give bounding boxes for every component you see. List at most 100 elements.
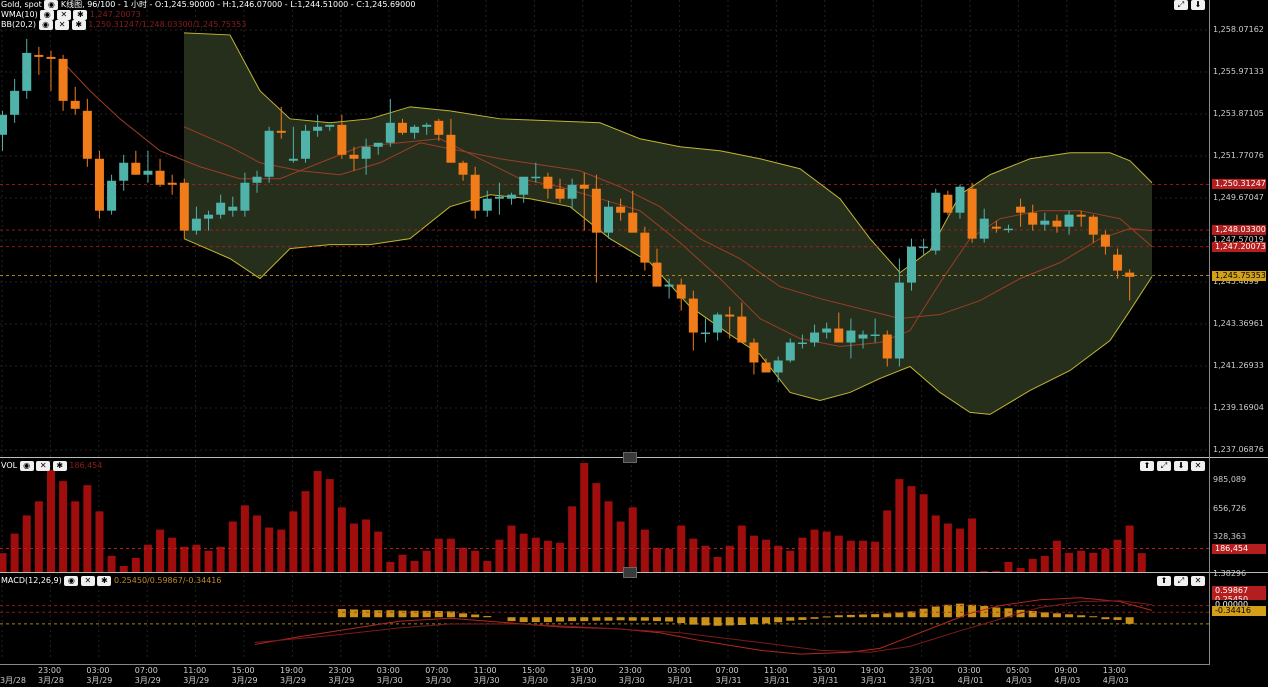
volume-bar (531, 537, 540, 572)
volume-tick-label: 985,089 (1213, 475, 1247, 484)
volume-bar (580, 462, 589, 572)
candle-body (616, 206, 626, 213)
volume-bar (337, 507, 346, 572)
close-icon[interactable]: ✕ (55, 20, 70, 30)
time-date-label: 3月/30 (570, 676, 597, 685)
time-tick-label: 23:00 (328, 666, 352, 675)
time-date-label: 3月/29 (280, 676, 306, 685)
volume-value: 186,454 (69, 461, 103, 470)
macd-histogram-bar (968, 604, 977, 618)
macd-histogram-bar (580, 617, 589, 622)
macd-histogram-bar (737, 617, 746, 625)
time-tick-label: 03:00 (667, 666, 691, 675)
volume-bar (556, 542, 565, 572)
macd-histogram-bar (677, 617, 686, 624)
macd-histogram-bar (556, 617, 565, 622)
macd-histogram-bar (422, 610, 431, 618)
drag-handle-icon[interactable] (623, 567, 637, 578)
candle-body (822, 328, 832, 333)
volume-bar (204, 550, 213, 572)
volume-bar (895, 479, 904, 572)
candle-body (264, 130, 274, 177)
volume-bar (822, 531, 831, 572)
expand-icon[interactable]: ⤢ (1174, 0, 1188, 10)
volume-bar (931, 515, 940, 572)
volume-tick-label: 328,363 (1213, 532, 1247, 541)
candle-body (482, 198, 492, 211)
time-tick-label: 15:00 (522, 666, 546, 675)
price-tick-label: 1,237.06876 (1213, 445, 1264, 454)
volume-bar (422, 550, 431, 572)
macd-histogram-bar (1089, 616, 1098, 618)
candle-body (458, 162, 468, 175)
ohlc-info: , 96/100 - 1 小时 - O:1,245.90000 - H:1,24… (82, 0, 416, 9)
macd-histogram-bar (907, 611, 916, 618)
eye-icon[interactable]: ◉ (40, 10, 55, 20)
time-tick-label: 07:00 (134, 666, 158, 675)
macd-histogram-bar (859, 614, 868, 618)
volume-bar (713, 556, 722, 572)
candle-body (531, 176, 541, 179)
candle-body (397, 122, 407, 133)
eye-icon[interactable]: ◉ (19, 461, 34, 471)
eye-icon[interactable]: ◉ (44, 0, 59, 10)
volume-label: VOL (1, 461, 18, 470)
close-icon[interactable]: ✕ (1191, 576, 1205, 586)
volume-bar (10, 533, 19, 572)
macd-histogram-bar (507, 617, 516, 622)
arrow-down-icon[interactable]: ⬇ (1174, 461, 1188, 471)
gear-icon[interactable]: ✱ (71, 20, 86, 30)
macd-histogram-bar (652, 617, 661, 622)
arrow-up-icon[interactable]: ⬆ (1157, 576, 1171, 586)
time-date-label: 3月/31 (909, 676, 936, 685)
arrow-up-icon[interactable]: ⬆ (1140, 461, 1154, 471)
candle-body (494, 196, 504, 199)
chart-type-label[interactable]: K线图 (60, 0, 83, 9)
macd-histogram-bar (337, 609, 346, 618)
candle-body (1088, 216, 1098, 235)
eye-icon[interactable]: ◉ (38, 20, 53, 30)
candle-body (313, 126, 323, 131)
price-tick-label: 1,258.07162 (1213, 25, 1264, 34)
candle-body (240, 182, 250, 211)
close-icon[interactable]: ✕ (1191, 461, 1205, 471)
time-date-label: 3月/29 (231, 676, 258, 685)
close-icon[interactable]: ✕ (56, 10, 71, 20)
candle-body (22, 52, 32, 91)
volume-bar (1113, 539, 1122, 572)
time-tick-label: 07:00 (715, 666, 739, 675)
close-icon[interactable]: ✕ (80, 576, 95, 586)
candle-body (349, 154, 359, 159)
candle-body (773, 360, 783, 373)
volume-bar (240, 505, 249, 572)
price-tick-label: 1,249.67047 (1213, 193, 1264, 202)
time-date-label: 3月/31 (764, 676, 790, 685)
macd-tag: -0.34416 (1212, 606, 1266, 616)
volume-bar (1089, 552, 1098, 572)
eye-icon[interactable]: ◉ (64, 576, 79, 586)
candle-body (107, 180, 117, 211)
candle-body (94, 158, 104, 211)
macd-histogram-bar (822, 616, 831, 618)
drag-handle-icon[interactable] (623, 452, 637, 463)
volume-bar (652, 547, 661, 572)
volume-bar (228, 521, 237, 572)
candle-body (676, 284, 686, 299)
candle-body (713, 314, 723, 333)
gear-icon[interactable]: ✱ (97, 576, 112, 586)
gear-icon[interactable]: ✱ (52, 461, 67, 471)
candle-body (846, 330, 856, 343)
arrow-down-icon[interactable]: ⬇ (1191, 0, 1205, 10)
volume-bar (362, 519, 371, 572)
candle-body (288, 158, 298, 161)
gear-icon[interactable]: ✱ (73, 10, 88, 20)
volume-bar (762, 539, 771, 572)
expand-icon[interactable]: ⤢ (1174, 576, 1188, 586)
volume-bar (216, 546, 225, 572)
time-tick-label: 19:00 (860, 666, 884, 675)
candle-body (579, 184, 589, 189)
close-icon[interactable]: ✕ (36, 461, 51, 471)
macd-histogram-bar (531, 617, 540, 623)
expand-icon[interactable]: ⤢ (1157, 461, 1171, 471)
